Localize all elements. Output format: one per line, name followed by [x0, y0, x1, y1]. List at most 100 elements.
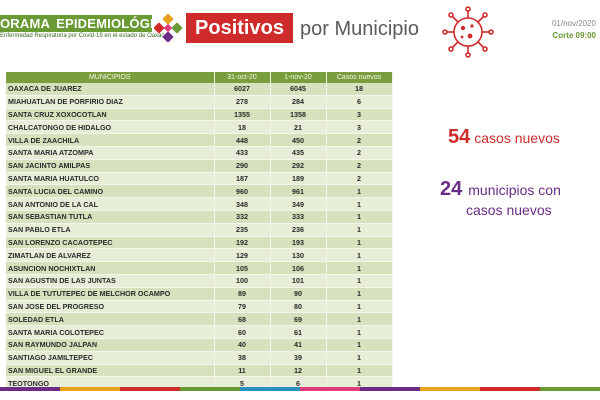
- table-row: SOLEDAD ETLA 68 69 1: [6, 312, 393, 327]
- cell-casos-nuevos: 6: [326, 95, 393, 109]
- cell-oct31: 348: [214, 197, 271, 211]
- cell-casos-nuevos: 2: [326, 146, 393, 160]
- cell-casos-nuevos: 1: [326, 197, 393, 211]
- x-logo-icon: [154, 14, 182, 42]
- cell-casos-nuevos: 1: [326, 300, 393, 314]
- report-date: 01/nov/2020: [551, 19, 596, 28]
- cell-municipio: SAN JACINTO AMILPAS: [6, 159, 215, 173]
- table-row: SANTA CRUZ XOXOCOTLAN 1355 1358 3: [6, 108, 393, 122]
- stripe-segment: [360, 387, 420, 391]
- cell-oct31: 235: [214, 223, 271, 237]
- cell-oct31: 6027: [214, 83, 271, 96]
- cell-oct31: 89: [214, 287, 271, 301]
- cell-nov1: 292: [270, 159, 327, 173]
- new-cases-number: 54: [448, 126, 471, 148]
- cell-nov1: 236: [270, 223, 327, 237]
- cell-casos-nuevos: 2: [326, 172, 393, 186]
- stripe-segment: [240, 387, 300, 391]
- cell-nov1: 101: [270, 274, 327, 288]
- cell-casos-nuevos: 1: [326, 312, 393, 327]
- table-row: SAN JACINTO AMILPAS 290 292 2: [6, 159, 393, 173]
- table-row: SAN RAYMUNDO JALPAN 40 41 1: [6, 338, 393, 352]
- cell-nov1: 130: [270, 248, 327, 263]
- brand-title: ORAMA EPIDEMIOLÓGICO: [0, 15, 152, 32]
- cell-municipio: ZIMATLAN DE ALVAREZ: [6, 248, 215, 263]
- cell-nov1: 90: [270, 287, 327, 301]
- table-row: SAN MIGUEL EL GRANDE 11 12 1: [6, 364, 393, 378]
- cell-municipio: SAN AGUSTIN DE LAS JUNTAS: [6, 274, 215, 288]
- cell-municipio: SAN JOSE DEL PROGRESO: [6, 300, 215, 314]
- cell-oct31: 105: [214, 261, 271, 275]
- cell-nov1: 106: [270, 261, 327, 275]
- cell-nov1: 6045: [270, 83, 327, 96]
- cell-oct31: 11: [214, 364, 271, 378]
- cell-nov1: 193: [270, 236, 327, 250]
- cell-casos-nuevos: 2: [326, 133, 393, 147]
- cell-municipio: VILLA DE ZAACHILA: [6, 133, 215, 147]
- cell-oct31: 60: [214, 325, 271, 339]
- header-municipios: MUNICIPIOS: [6, 72, 215, 83]
- cell-nov1: 435: [270, 146, 327, 160]
- cell-municipio: SAN ANTONIO DE LA CAL: [6, 197, 215, 211]
- cell-nov1: 41: [270, 338, 327, 352]
- bottom-color-stripe: [0, 387, 600, 391]
- cell-casos-nuevos: 3: [326, 120, 393, 135]
- table-row: SAN LORENZO CACAOTEPEC 192 193 1: [6, 236, 393, 250]
- cell-casos-nuevos: 18: [326, 83, 393, 96]
- cell-casos-nuevos: 1: [326, 261, 393, 275]
- cell-oct31: 18: [214, 120, 271, 135]
- cell-oct31: 40: [214, 338, 271, 352]
- cell-oct31: 192: [214, 236, 271, 250]
- cell-casos-nuevos: 1: [326, 236, 393, 250]
- cell-oct31: 332: [214, 210, 271, 224]
- table-row: ASUNCION NOCHIXTLAN 105 106 1: [6, 261, 393, 275]
- brand-title-part2: EPIDEMIOLÓGICO: [56, 16, 152, 31]
- cell-municipio: ASUNCION NOCHIXTLAN: [6, 261, 215, 275]
- cell-nov1: 450: [270, 133, 327, 147]
- header-date-1: 31-oct-20: [214, 72, 271, 83]
- cell-nov1: 39: [270, 351, 327, 365]
- stripe-segment: [300, 387, 360, 391]
- cell-municipio: SANTA MARIA ATZOMPA: [6, 146, 215, 160]
- cell-nov1: 61: [270, 325, 327, 339]
- cell-nov1: 80: [270, 300, 327, 314]
- coronavirus-icon: [442, 6, 494, 58]
- table-row: SAN AGUSTIN DE LAS JUNTAS 100 101 1: [6, 274, 393, 288]
- cell-casos-nuevos: 1: [326, 248, 393, 263]
- cell-casos-nuevos: 1: [326, 184, 393, 199]
- table-row: SANTA MARIA ATZOMPA 433 435 2: [6, 146, 393, 160]
- cell-municipio: SANTA LUCIA DEL CAMINO: [6, 184, 215, 199]
- new-cases-summary: 54 casos nuevos: [448, 126, 560, 149]
- stripe-segment: [540, 387, 600, 391]
- cell-nov1: 961: [270, 184, 327, 199]
- cell-nov1: 21: [270, 120, 327, 135]
- cell-municipio: SANTIAGO JAMILTEPEC: [6, 351, 215, 365]
- brand-subtitle: Enfermedad Respiratoria por Covid-19 en …: [0, 33, 168, 39]
- cell-casos-nuevos: 1: [326, 274, 393, 288]
- cell-nov1: 189: [270, 172, 327, 186]
- cell-municipio: VILLA DE TUTUTEPEC DE MELCHOR OCAMPO: [6, 287, 215, 301]
- table-row: SANTA MARIA COLOTEPEC 60 61 1: [6, 325, 393, 339]
- stripe-segment: [180, 387, 240, 391]
- table-row: SAN JOSE DEL PROGRESO 79 80 1: [6, 300, 393, 314]
- cell-oct31: 1355: [214, 108, 271, 122]
- cell-oct31: 79: [214, 300, 271, 314]
- cell-casos-nuevos: 1: [326, 210, 393, 224]
- cell-nov1: 284: [270, 95, 327, 109]
- table-row: SAN PABLO ETLA 235 236 1: [6, 223, 393, 237]
- brand-title-part1: ORAMA: [0, 16, 51, 31]
- cell-casos-nuevos: 2: [326, 159, 393, 173]
- table-row: ZIMATLAN DE ALVAREZ 129 130 1: [6, 248, 393, 263]
- cell-oct31: 38: [214, 351, 271, 365]
- cell-municipio: SANTA CRUZ XOXOCOTLAN: [6, 108, 215, 122]
- table-row: SANTA LUCIA DEL CAMINO 960 961 1: [6, 184, 393, 199]
- municipios-number: 24: [440, 178, 463, 200]
- table-header-row: MUNICIPIOS 31-oct-20 1-nov-20 Casos nuev…: [6, 72, 393, 83]
- stripe-segment: [420, 387, 480, 391]
- cell-nov1: 1358: [270, 108, 327, 122]
- cell-oct31: 433: [214, 146, 271, 160]
- table-row: VILLA DE TUTUTEPEC DE MELCHOR OCAMPO 89 90…: [6, 287, 393, 301]
- cell-municipio: SAN LORENZO CACAOTEPEC: [6, 236, 215, 250]
- cell-oct31: 5: [214, 376, 271, 391]
- stripe-segment: [60, 387, 120, 391]
